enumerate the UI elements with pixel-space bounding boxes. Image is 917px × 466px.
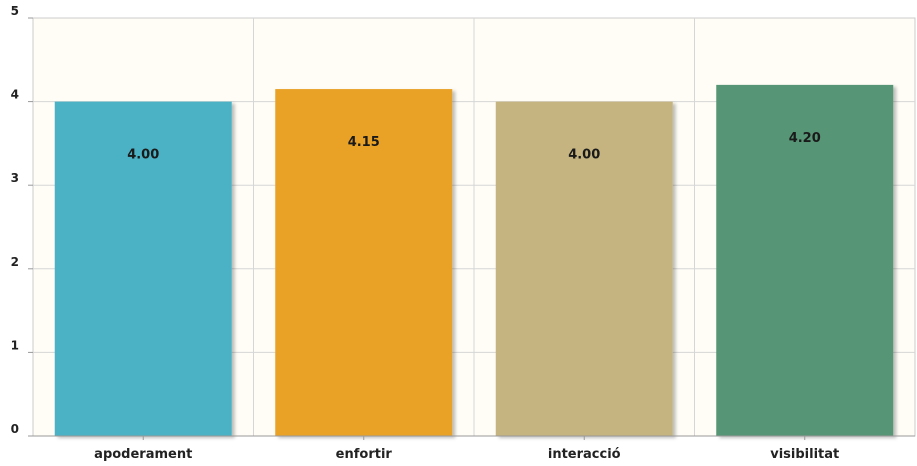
x-tick-label: enfortir (336, 447, 393, 462)
bar-value-label: 4.15 (348, 135, 380, 150)
x-tick-label: apoderament (94, 447, 192, 462)
x-axis: apoderament enfortir interacció visibilitat (33, 435, 915, 462)
bar-interacció[interactable] (495, 101, 673, 436)
x-tick-label: interacció (548, 447, 621, 462)
bar-value-label: 4.00 (127, 148, 159, 163)
y-tick-label: 2 (11, 255, 19, 269)
bar-value-label: 4.00 (568, 148, 600, 163)
bar-value-label: 4.20 (789, 131, 821, 146)
y-tick-label: 0 (11, 422, 19, 436)
y-tick-label: 1 (11, 338, 19, 352)
bar-apoderament[interactable] (54, 101, 232, 436)
y-tick-label: 5 (11, 4, 19, 18)
bars: 4.00 4.15 4.00 4.20 (54, 84, 894, 436)
bar-visibilitat[interactable] (716, 84, 894, 436)
y-tick-label: 3 (11, 171, 19, 185)
y-axis: 0 1 2 3 4 5 (11, 4, 33, 437)
x-tick-label: visibilitat (770, 447, 839, 462)
bar-enfortir[interactable] (275, 89, 453, 436)
y-tick-label: 4 (11, 88, 19, 102)
